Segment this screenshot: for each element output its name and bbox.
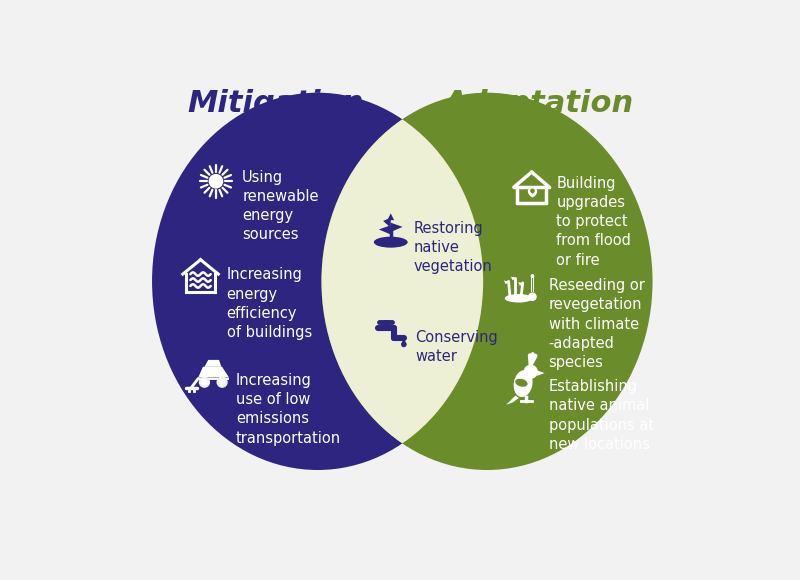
Circle shape bbox=[220, 380, 225, 385]
Ellipse shape bbox=[322, 93, 653, 470]
Ellipse shape bbox=[322, 93, 653, 470]
Polygon shape bbox=[379, 225, 390, 234]
Polygon shape bbox=[518, 282, 522, 286]
Polygon shape bbox=[198, 378, 229, 380]
Ellipse shape bbox=[152, 93, 483, 470]
Circle shape bbox=[401, 342, 406, 347]
Polygon shape bbox=[528, 187, 537, 197]
Ellipse shape bbox=[514, 370, 533, 397]
Circle shape bbox=[199, 378, 210, 387]
Text: Mitigation: Mitigation bbox=[187, 89, 363, 118]
Ellipse shape bbox=[515, 379, 528, 387]
Polygon shape bbox=[531, 278, 534, 292]
Circle shape bbox=[524, 365, 538, 379]
Circle shape bbox=[530, 274, 534, 278]
Polygon shape bbox=[537, 371, 545, 376]
Text: Using
renewable
energy
sources: Using renewable energy sources bbox=[242, 170, 318, 242]
Polygon shape bbox=[504, 281, 509, 284]
Polygon shape bbox=[387, 213, 394, 220]
Circle shape bbox=[217, 378, 227, 387]
Text: Building
upgrades
to protect
from flood
or fire: Building upgrades to protect from flood … bbox=[556, 176, 631, 267]
Polygon shape bbox=[390, 223, 402, 232]
Circle shape bbox=[202, 380, 207, 385]
Text: Conserving
water: Conserving water bbox=[415, 330, 498, 364]
Ellipse shape bbox=[505, 294, 533, 303]
Polygon shape bbox=[383, 218, 390, 228]
Text: Increasing
use of low
emissions
transportation: Increasing use of low emissions transpor… bbox=[236, 373, 341, 445]
Text: Establishing
native animal
populations at
new locations: Establishing native animal populations a… bbox=[549, 379, 654, 452]
Circle shape bbox=[385, 321, 387, 324]
Ellipse shape bbox=[374, 237, 408, 248]
Circle shape bbox=[210, 175, 222, 188]
Polygon shape bbox=[401, 338, 406, 345]
Text: Restoring
native
vegetation: Restoring native vegetation bbox=[414, 220, 493, 274]
Polygon shape bbox=[511, 277, 515, 281]
Polygon shape bbox=[530, 188, 535, 194]
Text: Increasing
energy
efficiency
of buildings: Increasing energy efficiency of building… bbox=[226, 267, 312, 340]
Text: Adaptation: Adaptation bbox=[444, 89, 634, 118]
Polygon shape bbox=[506, 396, 519, 405]
Circle shape bbox=[528, 292, 537, 301]
Polygon shape bbox=[530, 276, 534, 292]
Polygon shape bbox=[198, 367, 229, 378]
Polygon shape bbox=[205, 360, 222, 367]
Text: Reseeding or
revegetation
with climate
-adapted
species: Reseeding or revegetation with climate -… bbox=[549, 278, 645, 370]
